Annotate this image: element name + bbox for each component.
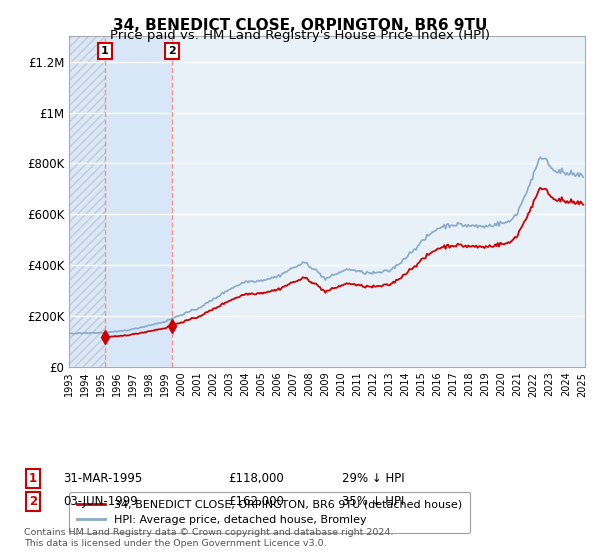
Text: 31-MAR-1995: 31-MAR-1995: [63, 472, 142, 486]
Legend: 34, BENEDICT CLOSE, ORPINGTON, BR6 9TU (detached house), HPI: Average price, det: 34, BENEDICT CLOSE, ORPINGTON, BR6 9TU (…: [70, 492, 470, 533]
Text: 03-JUN-1999: 03-JUN-1999: [63, 494, 138, 508]
Text: 1: 1: [29, 472, 37, 486]
Text: 1: 1: [101, 46, 109, 56]
Text: 34, BENEDICT CLOSE, ORPINGTON, BR6 9TU: 34, BENEDICT CLOSE, ORPINGTON, BR6 9TU: [113, 18, 487, 33]
Text: Price paid vs. HM Land Registry's House Price Index (HPI): Price paid vs. HM Land Registry's House …: [110, 29, 490, 42]
Text: £162,000: £162,000: [228, 494, 284, 508]
Bar: [69, 36, 105, 367]
Text: 2: 2: [168, 46, 176, 56]
Text: 29% ↓ HPI: 29% ↓ HPI: [342, 472, 404, 486]
Text: 2: 2: [29, 494, 37, 508]
Bar: [105, 36, 172, 367]
Text: £118,000: £118,000: [228, 472, 284, 486]
Text: Contains HM Land Registry data © Crown copyright and database right 2024.
This d: Contains HM Land Registry data © Crown c…: [24, 528, 394, 548]
Text: 35% ↓ HPI: 35% ↓ HPI: [342, 494, 404, 508]
